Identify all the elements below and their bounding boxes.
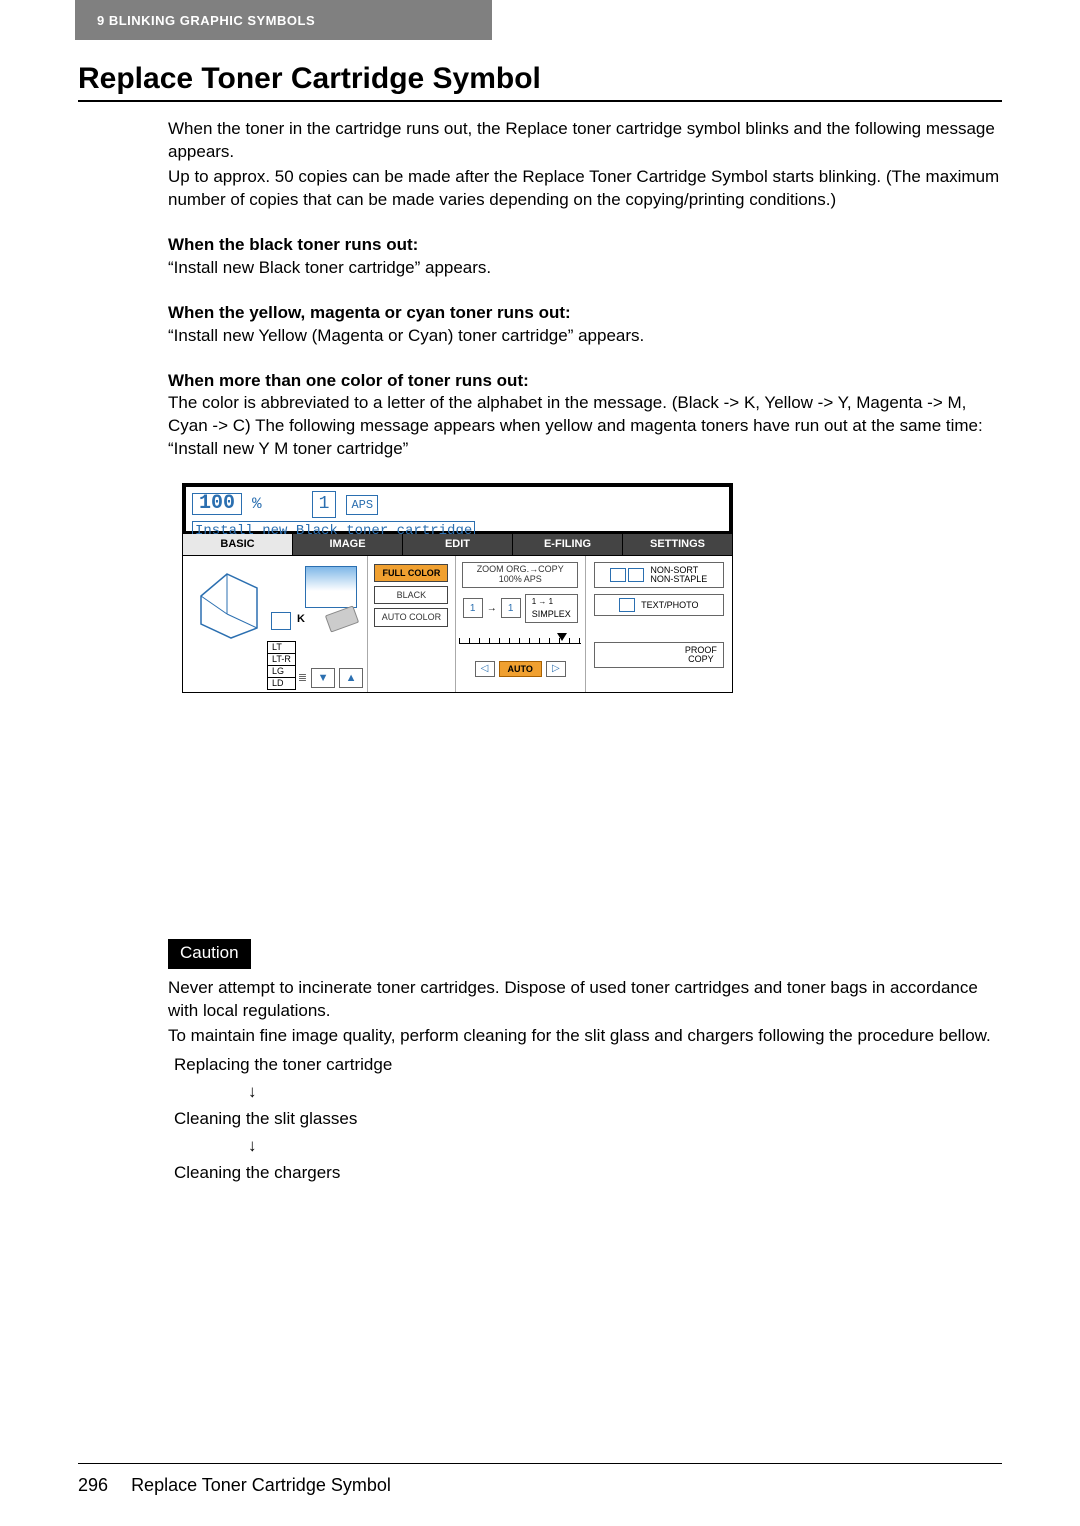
proof-copy-label: PROOF COPY <box>685 646 717 664</box>
section-black-body: “Install new Black toner cartridge” appe… <box>168 257 1002 280</box>
footer-rule <box>78 1463 1002 1465</box>
density-nav: ◁ AUTO ▷ <box>475 661 566 677</box>
density-ruler <box>459 643 581 653</box>
tab-image[interactable]: IMAGE <box>293 534 403 555</box>
col-zoom: ZOOM ORG.→COPY 100% APS 1 → 1 1 → 1 SIMP… <box>456 556 586 692</box>
section-black: When the black toner runs out: “Install … <box>168 234 1002 280</box>
simplex-ratio: 1 → 1 <box>532 597 571 608</box>
auto-color-button[interactable]: AUTO COLOR <box>374 608 448 626</box>
section-ymc-body: “Install new Yellow (Magenta or Cyan) to… <box>168 325 1002 348</box>
text-photo-label: TEXT/PHOTO <box>641 599 698 611</box>
tab-settings[interactable]: SETTINGS <box>623 534 732 555</box>
toner-icon <box>271 612 291 630</box>
section-multi-body: The color is abbreviated to a letter of … <box>168 392 1002 438</box>
copy-icon: 1 <box>501 598 521 618</box>
stack-icon-2 <box>628 568 644 582</box>
photo-icon <box>619 598 635 612</box>
stack-icon <box>610 568 626 582</box>
col-printer: K LT LT-R LG LD ≣ ▼ ▲ <box>183 556 368 692</box>
tray-ld: LD <box>267 677 296 690</box>
arrow-icon: → <box>487 602 497 616</box>
simplex-button[interactable]: 1 → 1 SIMPLEX <box>525 594 578 623</box>
col-color-mode: FULL COLOR BLACK AUTO COLOR <box>368 556 456 692</box>
step-arrow-1: ↓ <box>168 1081 1002 1104</box>
lcd-display: 100 % 1 APS Install new Black toner cart… <box>183 484 732 534</box>
proof-copy-button[interactable]: PROOF COPY <box>594 642 724 668</box>
chapter-label: 9 BLINKING GRAPHIC SYMBOLS <box>97 13 315 28</box>
panel-body: K LT LT-R LG LD ≣ ▼ ▲ FULL COLOR <box>183 556 732 692</box>
full-color-button[interactable]: FULL COLOR <box>374 564 448 582</box>
step-1: Replacing the toner cartridge <box>174 1054 1002 1077</box>
col-output: NON-SORT NON-STAPLE TEXT/PHOTO PROOF COP… <box>586 556 732 692</box>
section-black-head: When the black toner runs out: <box>168 234 1002 257</box>
printer-icon <box>191 566 265 640</box>
tray-k: K <box>297 612 305 627</box>
preview-thumb <box>305 566 357 608</box>
lcd-percent: % <box>252 494 262 516</box>
density-right-button[interactable]: ▷ <box>546 661 566 677</box>
feed-icon: ≣ <box>298 671 307 686</box>
lcd-panel-figure: 100 % 1 APS Install new Black toner cart… <box>182 483 1002 693</box>
caution-p1: Never attempt to incinerate toner cartri… <box>168 977 1002 1023</box>
density-auto-button[interactable]: AUTO <box>499 661 542 677</box>
black-button[interactable]: BLACK <box>374 586 448 604</box>
text-photo-button[interactable]: TEXT/PHOTO <box>594 594 724 616</box>
section-multi: When more than one color of toner runs o… <box>168 370 1002 462</box>
section-ymc-head: When the yellow, magenta or cyan toner r… <box>168 302 1002 325</box>
zoom-box[interactable]: ZOOM ORG.→COPY 100% APS <box>462 562 578 588</box>
intro-p1: When the toner in the cartridge runs out… <box>168 118 1002 164</box>
caution-badge: Caution <box>168 939 251 969</box>
eraser-icon <box>325 606 359 633</box>
step-3: Cleaning the chargers <box>174 1162 1002 1185</box>
page-arrows: ≣ ▼ ▲ <box>298 668 363 688</box>
lcd-aps: APS <box>346 495 378 515</box>
non-sort-label: NON-SORT NON-STAPLE <box>650 566 707 584</box>
lcd-zoom-value: 100 <box>192 493 242 515</box>
zoom-line2: 100% APS <box>463 575 577 585</box>
footer: 296 Replace Toner Cartridge Symbol <box>78 1475 391 1496</box>
step-2: Cleaning the slit glasses <box>174 1108 1002 1131</box>
arrow-up-button[interactable]: ▲ <box>339 668 363 688</box>
content-area: When the toner in the cartridge runs out… <box>168 118 1002 1185</box>
chapter-header: 9 BLINKING GRAPHIC SYMBOLS <box>75 0 492 40</box>
density-left-button[interactable]: ◁ <box>475 661 495 677</box>
step-arrow-2: ↓ <box>168 1135 1002 1158</box>
tab-basic[interactable]: BASIC <box>183 534 293 555</box>
simplex-label: SIMPLEX <box>532 608 571 620</box>
non-sort-button[interactable]: NON-SORT NON-STAPLE <box>594 562 724 588</box>
footer-title: Replace Toner Cartridge Symbol <box>131 1475 391 1495</box>
lcd-row1: 100 % 1 APS <box>192 491 723 517</box>
page-number: 296 <box>78 1475 108 1495</box>
duplex-row: 1 → 1 1 → 1 SIMPLEX <box>463 594 578 623</box>
caution-p2: To maintain fine image quality, perform … <box>168 1025 1002 1048</box>
section-ymc: When the yellow, magenta or cyan toner r… <box>168 302 1002 348</box>
ruler-marker-icon <box>557 633 567 641</box>
procedure-steps: Replacing the toner cartridge ↓ Cleaning… <box>168 1054 1002 1185</box>
intro-p2: Up to approx. 50 copies can be made afte… <box>168 166 1002 212</box>
section-multi-head: When more than one color of toner runs o… <box>168 370 1002 393</box>
paper-trays: LT LT-R LG LD <box>267 642 296 690</box>
orig-icon: 1 <box>463 598 483 618</box>
lcd-copy-count: 1 <box>312 491 337 517</box>
section-multi-body2: “Install new Y M toner cartridge” <box>168 438 1002 461</box>
lcd-panel: 100 % 1 APS Install new Black toner cart… <box>182 483 733 693</box>
tab-efiling[interactable]: E-FILING <box>513 534 623 555</box>
tab-edit[interactable]: EDIT <box>403 534 513 555</box>
arrow-down-button[interactable]: ▼ <box>311 668 335 688</box>
tabs-row: BASIC IMAGE EDIT E-FILING SETTINGS <box>183 534 732 556</box>
page-title: Replace Toner Cartridge Symbol <box>78 62 541 96</box>
title-underline <box>78 100 1002 102</box>
